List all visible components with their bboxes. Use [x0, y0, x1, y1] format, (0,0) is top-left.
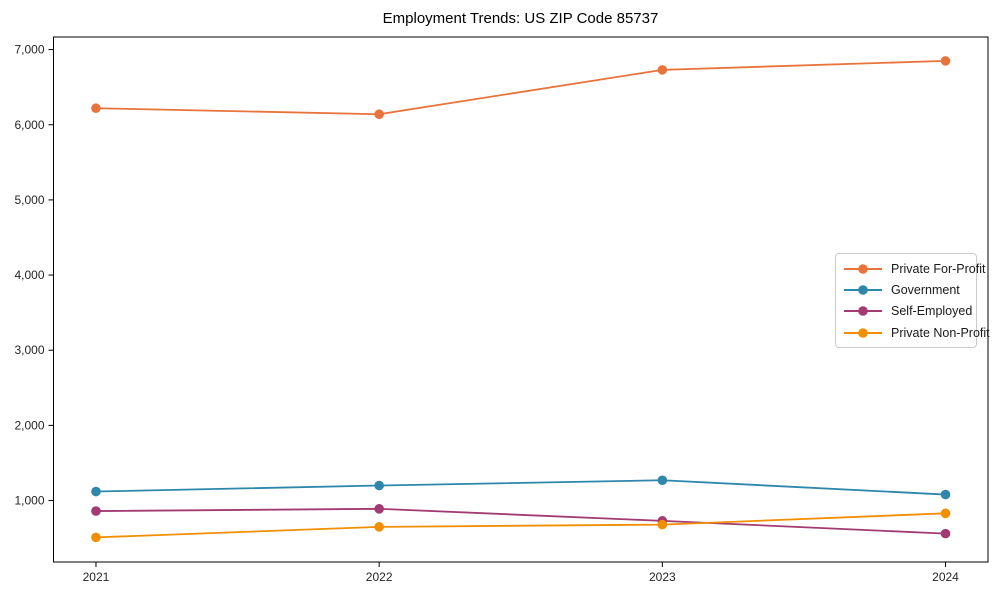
x-tick-label: 2023 — [649, 570, 676, 584]
legend-marker-icon — [844, 327, 882, 338]
series-line — [95, 507, 946, 535]
data-point-marker — [91, 506, 101, 516]
y-tick-label: 2,000 — [14, 418, 44, 432]
series-line — [95, 512, 946, 539]
data-point-marker — [91, 486, 101, 497]
legend-dot — [858, 263, 868, 274]
series-line — [95, 59, 946, 116]
y-tick-label: 6,000 — [14, 118, 44, 132]
axes-frame — [53, 36, 989, 563]
legend: Private For-Profit Government Self-Employe… — [835, 253, 990, 349]
y-tick-label: 7,000 — [14, 43, 44, 57]
data-point-marker — [657, 65, 668, 75]
legend-dot — [858, 327, 868, 338]
legend-item: Government — [840, 279, 972, 300]
legend-item: Self-Employed — [840, 301, 972, 322]
data-point-marker — [91, 103, 101, 114]
legend-marker-icon — [844, 263, 882, 274]
y-tick-label: 5,000 — [14, 193, 44, 207]
data-point-marker — [940, 489, 951, 500]
data-point-marker — [657, 519, 668, 530]
data-point-marker — [374, 522, 384, 532]
legend-label: Private Non-Profit — [891, 325, 990, 340]
data-point-marker — [940, 508, 951, 519]
legend-item: Private Non-Profit — [840, 322, 990, 343]
data-point-marker — [91, 532, 101, 543]
legend-dot — [858, 285, 868, 295]
data-point-marker — [657, 475, 668, 486]
data-point-marker — [940, 528, 951, 539]
x-tick-label: 2022 — [366, 570, 393, 584]
legend-label: Self-Employed — [891, 304, 973, 319]
data-point-marker — [374, 504, 384, 514]
x-tick-label: 2021 — [83, 570, 110, 584]
data-point-marker — [374, 480, 384, 491]
legend-dot — [858, 306, 868, 317]
legend-marker-icon — [844, 285, 882, 295]
legend-marker-icon — [844, 306, 882, 317]
chart-title: Employment Trends: US ZIP Code 85737 — [382, 10, 659, 27]
y-tick-label: 4,000 — [14, 268, 44, 282]
y-tick-label: 3,000 — [14, 343, 44, 357]
data-point-marker — [374, 109, 384, 120]
legend-label: Private For-Profit — [891, 261, 986, 276]
series-line — [95, 479, 946, 496]
legend-label: Government — [891, 282, 960, 297]
y-tick-label: 1,000 — [14, 494, 44, 508]
legend-item: Private For-Profit — [840, 258, 985, 279]
x-tick-label: 2024 — [932, 570, 959, 584]
data-point-marker — [940, 56, 951, 66]
